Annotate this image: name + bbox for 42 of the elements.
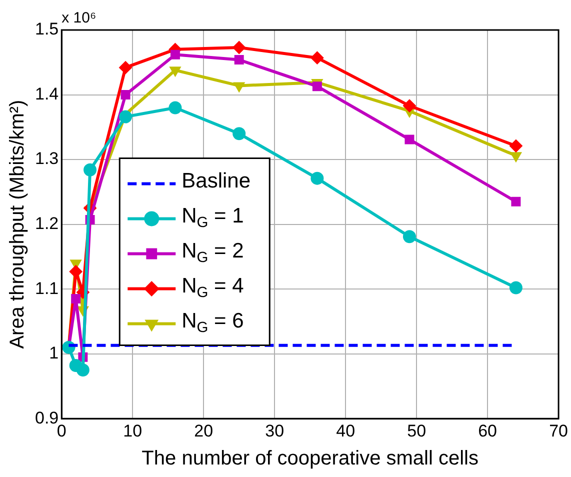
x-tick-label: 10 [123,421,142,440]
x-tick-label: 50 [407,421,426,440]
point [170,66,181,77]
legend-label: Basline [182,170,251,193]
x-tick-label: 20 [194,421,214,440]
x-axis-title: The number of cooperative small cells [142,448,479,470]
point [312,82,322,92]
point [509,139,522,152]
point [120,90,130,100]
y-axis-title: Area throughput (Mbits/km²) [6,100,29,349]
x-tick-label: 70 [549,421,568,440]
point [404,134,414,144]
point [232,40,246,54]
point [234,55,244,65]
point [310,172,324,185]
point [233,82,245,92]
point [510,152,522,162]
x-tick-label: 60 [478,421,498,440]
point [509,281,522,294]
y-tick-label: 0.9 [34,408,59,428]
x-tick-label: 0 [56,421,66,440]
point [71,294,81,304]
y-tick-label: 1 [49,344,59,363]
point [84,163,97,176]
point [76,364,90,377]
x-tick-label: 40 [336,421,356,440]
point [402,230,416,244]
x-tick-label: 30 [265,421,284,440]
point [232,127,246,140]
y-tick-label: 1.2 [34,214,59,233]
y-tick-label: 1.5 [34,20,59,39]
point [402,99,416,112]
point [119,61,132,74]
point [310,51,324,64]
point [511,196,521,206]
text: x 10⁶ [62,10,96,27]
point [170,50,180,60]
y-tick-label: 1.1 [34,278,59,298]
y-tick-label: 1.4 [34,84,59,104]
point [168,101,182,114]
y-tick-label: 1.3 [34,149,59,168]
point [69,265,82,278]
